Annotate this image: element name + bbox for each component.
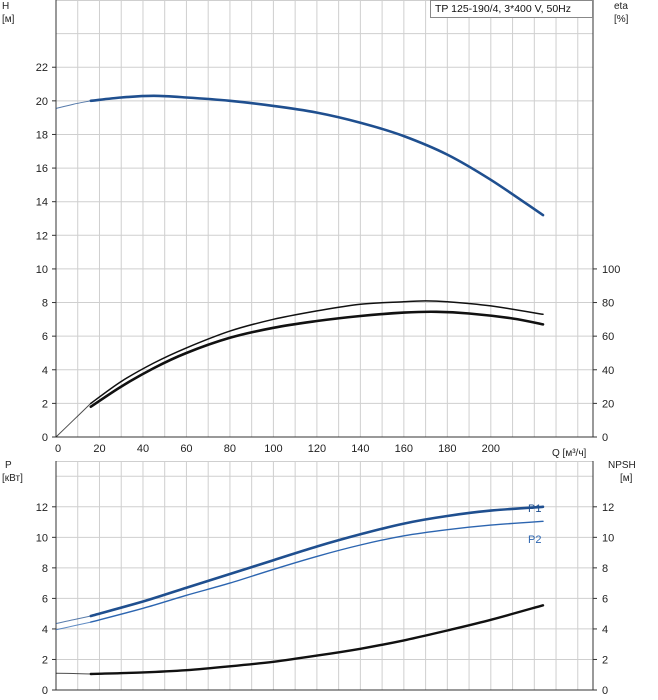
series-p1-extension (55, 615, 91, 625)
tick-label-left: 10 (36, 532, 48, 544)
tick-label-left: 0 (42, 432, 48, 444)
tick-label-x: 120 (308, 443, 326, 455)
tick-label-left: 12 (36, 230, 48, 242)
tick-label-x: 160 (395, 443, 413, 455)
product-label: TP 125-190/4, 3*400 V, 50Hz (430, 0, 593, 18)
tick-label-left: 8 (42, 563, 48, 575)
tick-label-right: 10 (602, 532, 614, 544)
legend-p2: P2 (528, 534, 541, 546)
series-p2-extension (55, 621, 91, 631)
tick-label-x: 100 (264, 443, 282, 455)
tick-label-right: 80 (602, 298, 614, 310)
tick-label-left: 6 (42, 331, 48, 343)
tick-label-left: 0 (42, 685, 48, 697)
bottom-left-axis-label: P (5, 460, 12, 471)
tick-label-x: 60 (180, 443, 192, 455)
series-0-0-line (89, 94, 545, 217)
tick-label-left: 12 (36, 502, 48, 514)
series-p2-line (90, 520, 544, 623)
tick-label-right: 2 (602, 654, 608, 666)
top-panel-grid (52, 0, 597, 438)
tick-label-right: 4 (602, 624, 608, 636)
legend-p1: P1 (528, 503, 541, 515)
tick-label-right: 40 (602, 365, 614, 377)
tick-label-left: 22 (36, 62, 48, 74)
tick-label-right: 8 (602, 563, 608, 575)
top-left-axis-unit: [м] (2, 14, 15, 25)
series-1-2-extension (55, 672, 91, 675)
tick-label-x: 80 (224, 443, 236, 455)
tick-label-right: 6 (602, 593, 608, 605)
tick-label-x: 40 (137, 443, 149, 455)
top-right-axis-label: eta (614, 1, 628, 12)
tick-label-right: 0 (602, 432, 608, 444)
chart-series (55, 94, 545, 676)
tick-label-left: 4 (42, 624, 48, 636)
tick-label-right: 100 (602, 264, 620, 276)
tick-label-x: 180 (438, 443, 456, 455)
bottom-right-axis-label: NPSH (608, 460, 636, 471)
tick-label-left: 10 (36, 264, 48, 276)
tick-label-x: 0 (55, 443, 61, 455)
series-0-1-line (90, 300, 544, 405)
tick-label-left: 2 (42, 398, 48, 410)
x-axis-label: Q [м³/ч] (552, 448, 587, 459)
tick-label-left: 18 (36, 129, 48, 141)
tick-label-x: 140 (351, 443, 369, 455)
top-right-axis-unit: [%] (614, 14, 629, 25)
tick-label-left: 20 (36, 96, 48, 108)
top-left-axis-label: H (2, 1, 9, 12)
tick-label-right: 0 (602, 685, 608, 697)
tick-label-x: 200 (482, 443, 500, 455)
tick-label-left: 2 (42, 654, 48, 666)
series-0-1-extension (55, 403, 92, 438)
series-0-2-line (89, 310, 545, 408)
series-p1-line (89, 505, 545, 618)
tick-label-left: 8 (42, 298, 48, 310)
tick-label-right: 20 (602, 398, 614, 410)
tick-label-left: 14 (36, 197, 48, 209)
bottom-left-axis-unit: [кВт] (2, 473, 23, 484)
bottom-panel-grid (52, 461, 597, 691)
tick-label-x: 20 (93, 443, 105, 455)
tick-label-left: 6 (42, 593, 48, 605)
tick-label-left: 4 (42, 365, 48, 377)
bottom-right-axis-unit: [м] (620, 473, 633, 484)
series-1-2-line (89, 604, 545, 676)
tick-label-right: 12 (602, 502, 614, 514)
tick-label-left: 16 (36, 163, 48, 175)
series-0-0-extension (55, 100, 91, 109)
tick-label-right: 60 (602, 331, 614, 343)
